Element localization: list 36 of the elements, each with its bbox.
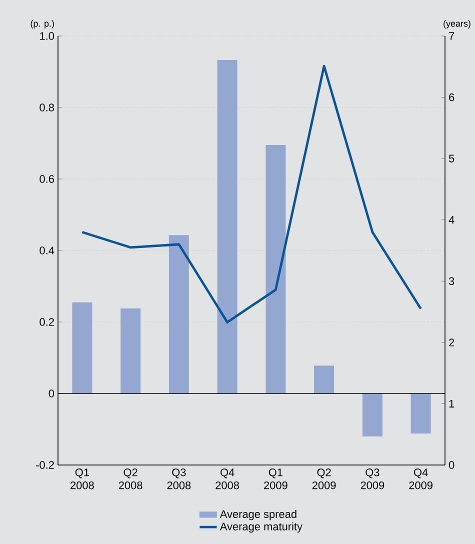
bar	[72, 302, 92, 394]
y-axis-title: (p. p.)	[30, 20, 54, 28]
y-tick-label: 0.8	[40, 104, 54, 112]
y2-tick-label: 6	[449, 93, 454, 102]
legend-label: Average spread	[220, 510, 296, 520]
y2-axis-title: (years)	[444, 20, 470, 28]
y2-tick-label: 1	[449, 400, 454, 408]
legend-label: Average maturity	[220, 522, 302, 533]
y2-tick-label: 2	[449, 338, 454, 346]
x-tick-label: Q1 2009	[264, 468, 288, 490]
bar	[314, 366, 334, 394]
bar	[217, 60, 238, 394]
bar	[362, 394, 382, 436]
y2-tick-label: 4	[448, 216, 454, 224]
y2-tick-label: 7	[449, 32, 454, 40]
y-tick-label: 0.2	[40, 318, 54, 326]
y-tick-label: -0.2	[36, 461, 54, 469]
y-tick-label: 0.4	[40, 246, 54, 254]
x-tick-label: Q4 2009	[409, 468, 432, 490]
line-series	[80, 64, 422, 324]
x-tick-label: Q3 2009	[360, 468, 384, 490]
y-tick-label: 0.6	[40, 175, 54, 183]
x-tick-label: Q4 2008	[216, 468, 240, 490]
bar	[266, 145, 286, 394]
x-tick-label: Q3 2008	[167, 468, 191, 490]
bar	[410, 394, 431, 434]
y2-tick-label: 0	[448, 461, 454, 469]
y-tick-label: 1.0	[40, 32, 54, 40]
y-tick-label: 0	[48, 390, 54, 398]
bar	[168, 235, 189, 394]
y2-tick-label: 3	[448, 277, 454, 286]
bar	[120, 308, 141, 394]
y2-tick-label: 5	[448, 154, 454, 162]
x-tick-label: Q1 2008	[70, 468, 94, 490]
x-tick-label: Q2 2009	[312, 468, 336, 490]
x-tick-label: Q2 2008	[118, 468, 142, 490]
